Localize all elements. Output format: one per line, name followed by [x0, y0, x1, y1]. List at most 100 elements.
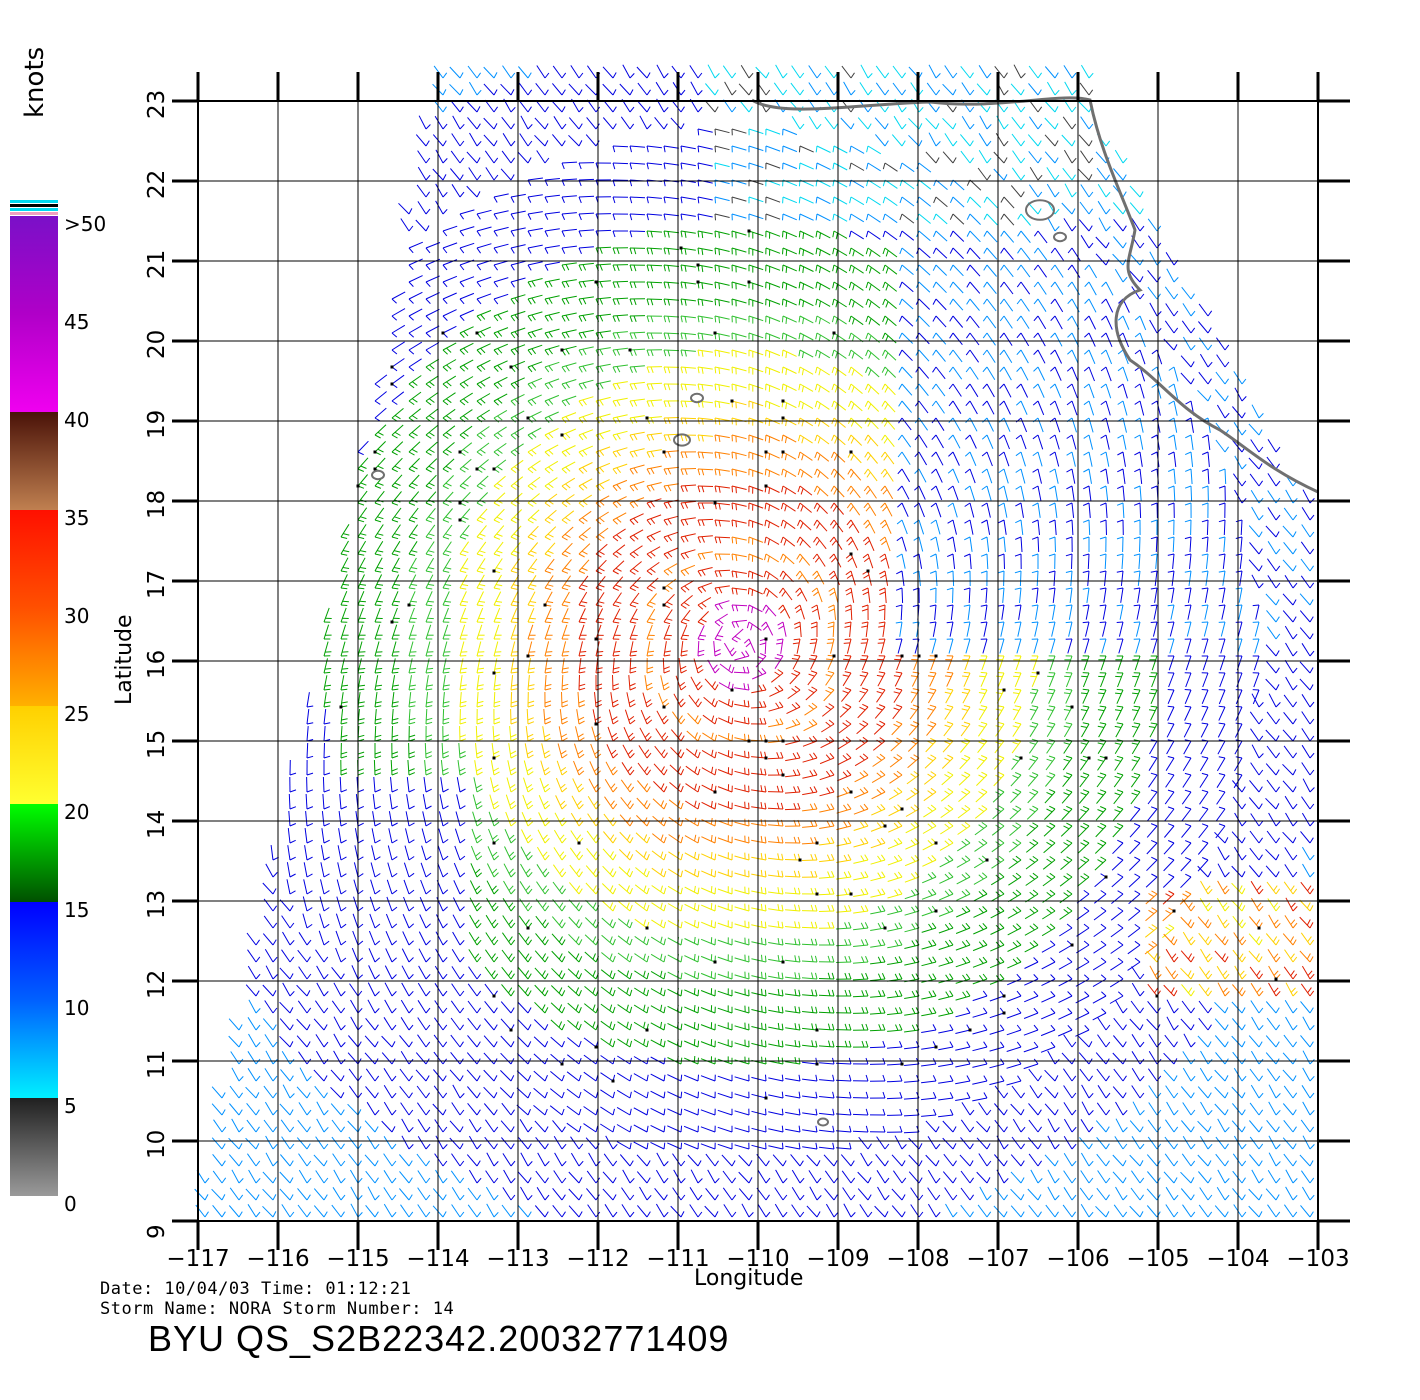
wind-barb: [880, 638, 886, 654]
wind-barb: [765, 213, 781, 220]
wind-barb: [476, 519, 484, 524]
wind-barb: [1003, 174, 1008, 181]
wind-barb: [1251, 693, 1260, 708]
wind-barb: [534, 117, 546, 130]
wind-barb: [324, 668, 332, 670]
wind-barb: [964, 502, 971, 507]
wind-barb: [944, 65, 954, 79]
wind-barb: [697, 536, 701, 543]
wind-barb: [612, 280, 629, 283]
wind-barb: [357, 557, 366, 572]
wind-barb: [1097, 725, 1105, 728]
wind-barb: [827, 670, 835, 674]
wind-barb: [738, 83, 750, 96]
wind-barb: [442, 342, 457, 351]
wind-barb: [513, 533, 520, 538]
wind-barb: [697, 106, 703, 113]
wind-barb: [885, 284, 889, 291]
wind-barb: [1088, 315, 1097, 330]
wind-barb: [1201, 689, 1209, 691]
wind-barb: [1100, 434, 1107, 439]
wind-barb: [1105, 383, 1112, 399]
wind-barb: [731, 128, 747, 134]
wind-barb: [374, 434, 381, 439]
wind-barb: [559, 709, 563, 725]
wind-barb: [948, 383, 954, 390]
wind-barb: [896, 720, 903, 725]
wind-barb: [684, 535, 689, 542]
wind-barb: [1044, 66, 1056, 79]
wind-barb: [374, 604, 382, 606]
wind-barb: [415, 134, 427, 147]
wind-barb: [755, 66, 767, 79]
wind-barb: [748, 366, 764, 373]
wind-barb: [1048, 672, 1056, 688]
wind-barb: [1065, 536, 1073, 540]
wind-barb: [859, 82, 869, 96]
wind-barb: [965, 638, 971, 654]
wind-barb: [612, 502, 618, 508]
wind-barb: [548, 432, 554, 439]
wind-barb: [680, 604, 687, 609]
wind-barb: [946, 672, 954, 687]
wind-barb: [818, 266, 821, 274]
wind-barb: [1037, 72, 1043, 79]
wind-barb: [1014, 553, 1022, 557]
wind-barb: [1031, 536, 1039, 540]
wind-barb: [795, 587, 801, 593]
wind-barb: [497, 331, 503, 337]
wind-barb: [1003, 349, 1013, 364]
wind-barb: [866, 145, 869, 153]
wind-barb: [612, 720, 619, 725]
wind-barb: [340, 692, 344, 708]
wind-barb: [544, 157, 550, 164]
wind-barb: [340, 641, 346, 657]
wind-barb: [718, 418, 721, 426]
wind-barb: [879, 720, 886, 725]
wind-barb: [862, 587, 869, 592]
wind-barb: [510, 574, 520, 589]
wind-barb: [782, 604, 791, 619]
wind-barb: [411, 448, 418, 453]
wind-barb: [1078, 219, 1090, 232]
wind-barb: [340, 604, 348, 606]
wind-barb: [612, 496, 627, 504]
wind-barb: [493, 485, 500, 490]
wind-barb: [561, 671, 569, 674]
wind-barb: [897, 434, 903, 441]
wind-barb: [561, 140, 566, 147]
wind-barb: [748, 162, 764, 169]
wind-barb: [949, 230, 954, 237]
wind-barb: [814, 400, 818, 408]
wind-barb: [435, 200, 444, 215]
wind-barb: [986, 247, 998, 260]
wind-barb: [882, 506, 888, 512]
wind-barb: [667, 552, 673, 558]
wind-barb: [544, 345, 560, 351]
wind-barb: [662, 657, 665, 674]
wind-barb: [1149, 251, 1158, 266]
wind-barb: [697, 685, 703, 691]
wind-barb: [425, 342, 440, 351]
wind-barb: [684, 451, 688, 459]
wind-barb: [667, 568, 673, 574]
wind-barb: [768, 504, 771, 512]
wind-barb: [1184, 519, 1192, 523]
wind-barb: [341, 668, 349, 670]
wind-barb: [527, 558, 538, 572]
wind-barb: [816, 315, 831, 324]
wind-barb: [502, 133, 512, 147]
wind-barb: [586, 65, 597, 79]
wind-barb: [1151, 366, 1158, 372]
wind-barb: [798, 281, 801, 289]
wind-barb: [493, 89, 498, 96]
wind-barb: [759, 642, 766, 646]
wind-barb: [1152, 638, 1158, 654]
wind-barb: [1088, 225, 1093, 232]
wind-barb: [578, 510, 592, 521]
wind-barb: [425, 298, 431, 304]
wind-barb: [1166, 723, 1175, 738]
wind-barb: [901, 213, 915, 224]
wind-barb: [1037, 485, 1042, 501]
wind-barb: [527, 468, 534, 474]
